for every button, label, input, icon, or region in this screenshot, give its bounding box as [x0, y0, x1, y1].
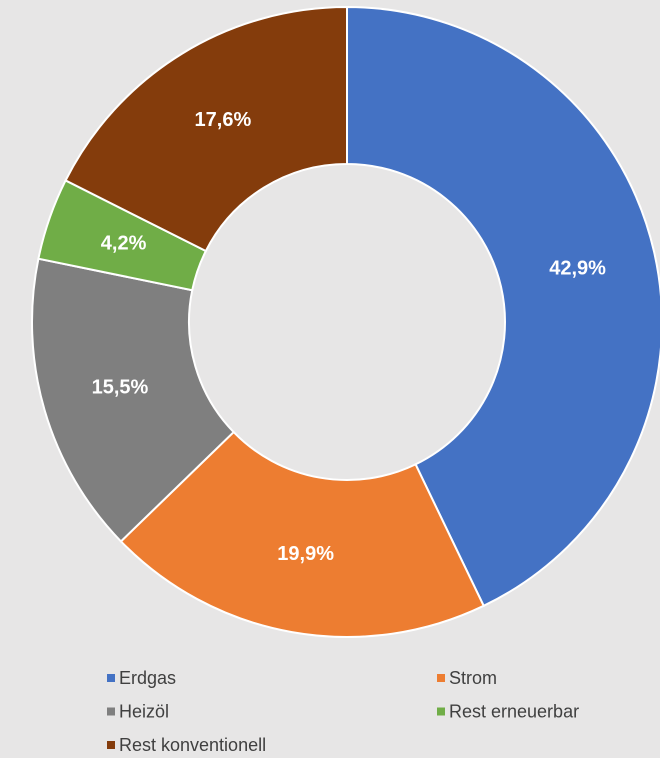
legend-swatch: [107, 674, 115, 682]
legend-label: Rest erneuerbar: [449, 701, 579, 721]
legend-label: Erdgas: [119, 668, 176, 688]
slice: [346, 5, 660, 608]
value-label: 4,2%: [101, 233, 147, 255]
slice: [31, 257, 236, 543]
value-label: 17,6%: [195, 109, 252, 131]
legend-label: Heizöl: [119, 701, 169, 721]
legend-label: Strom: [449, 668, 497, 688]
legend-swatch: [107, 741, 115, 749]
slice: [119, 430, 486, 638]
value-label: 19,9%: [277, 543, 334, 565]
value-label: 15,5%: [92, 377, 149, 399]
legend-label: Rest konventionell: [119, 735, 266, 755]
legend-swatch: [437, 674, 445, 682]
slice: [64, 5, 348, 253]
legend-swatch: [107, 707, 115, 716]
value-label: 42,9%: [549, 258, 606, 280]
legend-swatch: [437, 707, 445, 716]
